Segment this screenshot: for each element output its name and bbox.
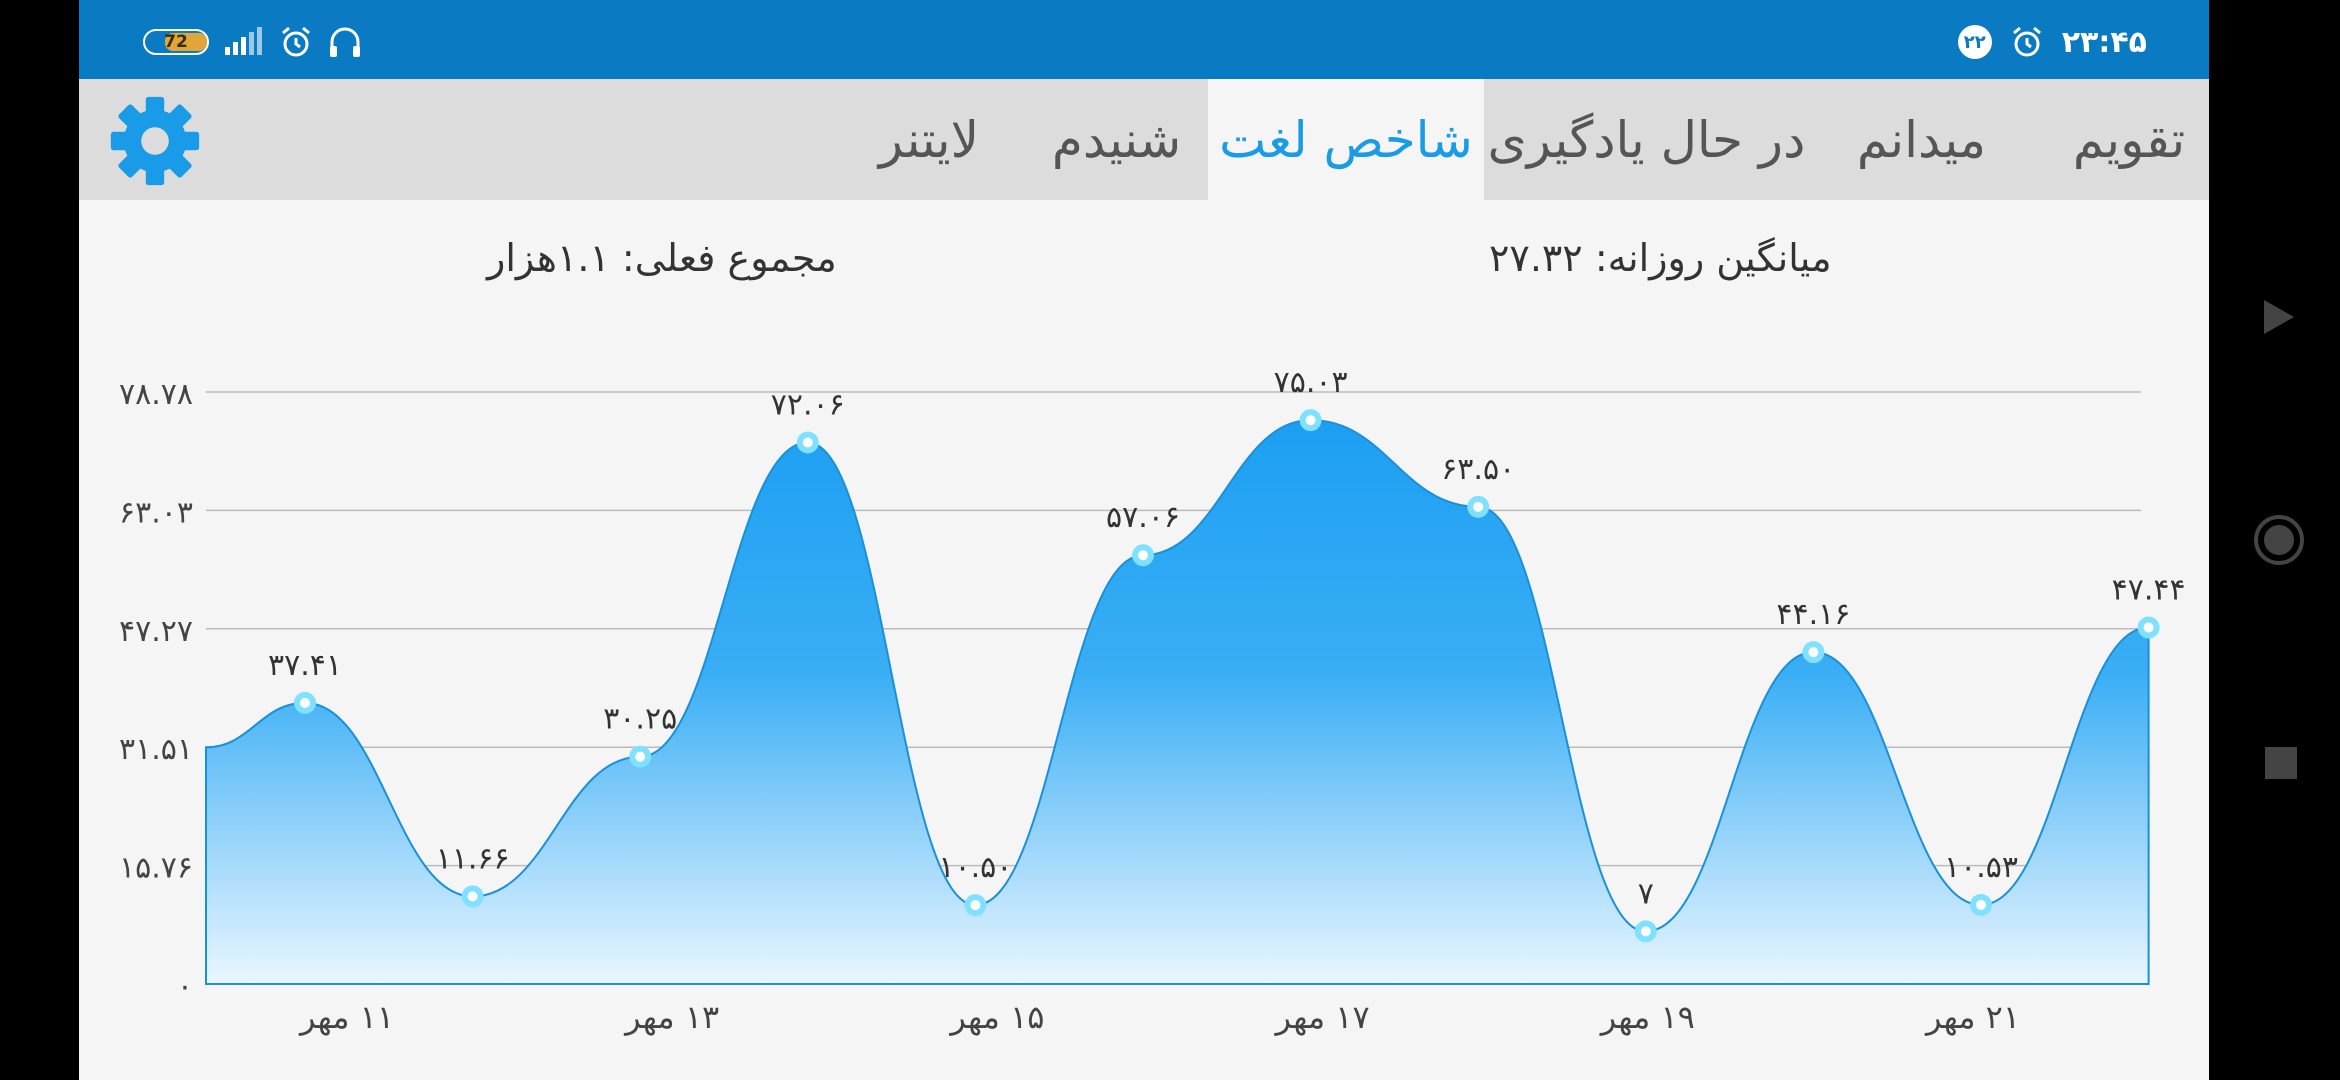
data-label: ۶۳.۵۰ — [1441, 452, 1515, 487]
data-point-center — [1305, 415, 1316, 426]
data-point-center — [970, 900, 981, 911]
x-tick-label: ۱۱ مهر — [298, 998, 394, 1036]
y-tick-label: ۱۵.۷۶ — [119, 851, 193, 886]
data-label: ۳۰.۲۵ — [603, 702, 677, 737]
y-tick-label: ۶۳.۰۳ — [119, 495, 193, 530]
tab-bar: تقویم میدانم در حال یادگیری شاخص لغت شنی… — [79, 79, 2209, 200]
x-tick-label: ۱۳ مهر — [623, 998, 719, 1036]
tab-label: شاخص لغت — [1219, 110, 1473, 169]
recents-icon[interactable] — [2264, 746, 2298, 780]
word-index-chart: ۳۷.۴۱ ۱۱.۶۶ ۳۰.۲۵ ۷۲.۰۶ ۱۰.۵۰ ۵۷.۰۶ ۷۵.۰۳ ۶۳.۵۰… — [119, 365, 2186, 1036]
clock: ۲۳:۴۵ — [2061, 24, 2147, 60]
y-tick-label: ۰ — [177, 969, 193, 1004]
data-label: ۵۷.۰۶ — [1106, 500, 1180, 535]
gear-icon[interactable] — [109, 95, 201, 187]
headphones-icon — [330, 27, 360, 57]
tab-word-index[interactable]: شاخص لغت — [1208, 79, 1484, 200]
x-tick-label: ۱۵ مهر — [948, 998, 1044, 1036]
data-point-center — [467, 891, 478, 902]
date-badge-icon: ۲۲ — [1957, 25, 1992, 59]
data-label: ۱۱.۶۶ — [436, 841, 510, 876]
data-label: ۱۰.۵۰ — [938, 850, 1012, 885]
battery-level: 72 — [164, 32, 188, 52]
data-point-center — [1808, 647, 1819, 658]
y-tick-label: ۳۱.۵۱ — [119, 732, 193, 767]
data-label: ۷۵.۰۳ — [1274, 365, 1348, 400]
signal-icon — [225, 27, 262, 55]
home-icon[interactable] — [2253, 514, 2305, 566]
tab-calendar[interactable]: تقویم — [2049, 79, 2209, 200]
data-point-center — [1976, 899, 1986, 910]
alarm-icon — [2012, 26, 2041, 57]
data-point-center — [635, 751, 646, 762]
data-point-center — [1640, 926, 1651, 937]
x-tick-label: ۱۷ مهر — [1274, 998, 1370, 1036]
x-tick-label: ۲۱ مهر — [1924, 998, 2020, 1036]
tab-leitner[interactable]: لایتنر — [839, 79, 1019, 200]
area-fill — [205, 419, 2150, 985]
data-label: ۴۷.۴۴ — [2112, 573, 2186, 608]
tab-heard[interactable]: شنیدم — [1029, 79, 1204, 200]
data-label: ۴۴.۱۶ — [1776, 597, 1850, 632]
status-icons-left: 72 — [143, 26, 363, 58]
data-point-center — [300, 697, 310, 708]
tab-label: تقویم — [2072, 110, 2186, 169]
y-tick-label: ۷۸.۷۸ — [119, 377, 193, 412]
x-tick-label: ۱۹ مهر — [1599, 998, 1695, 1036]
navigation-bar — [2209, 0, 2340, 1080]
tab-label: میدانم — [1856, 110, 1987, 169]
data-point-center — [802, 437, 813, 448]
status-bar: 72 ۲۲ — [79, 0, 2209, 79]
tab-label: لایتنر — [878, 110, 980, 169]
battery-icon: 72 — [143, 29, 209, 55]
tab-label: شنیدم — [1051, 110, 1182, 169]
data-label: ۷ — [1638, 876, 1654, 911]
tab-label: در حال یادگیری — [1487, 110, 1806, 169]
data-label: ۷۲.۰۶ — [771, 387, 845, 422]
alarm-icon — [282, 26, 310, 57]
data-label: ۳۷.۴۱ — [268, 648, 342, 683]
current-total: مجموع فعلی: ۱.۱هزار — [487, 236, 837, 280]
daily-average: میانگین روزانه: ۲۷.۳۲ — [1489, 236, 1832, 280]
data-point-center — [2143, 622, 2154, 633]
back-icon[interactable] — [2262, 298, 2296, 336]
status-icons-right: ۲۲ ۲۳:۴۵ — [1957, 24, 2147, 60]
app-screen: 72 ۲۲ — [79, 0, 2209, 1080]
tab-learning[interactable]: در حال یادگیری — [1484, 79, 1809, 200]
tab-known[interactable]: میدانم — [1824, 79, 2019, 200]
data-label: ۱۰.۵۳ — [1944, 850, 2018, 885]
data-point-center — [1473, 501, 1484, 512]
data-point-center — [1138, 550, 1148, 561]
y-tick-label: ۴۷.۲۷ — [119, 614, 193, 649]
